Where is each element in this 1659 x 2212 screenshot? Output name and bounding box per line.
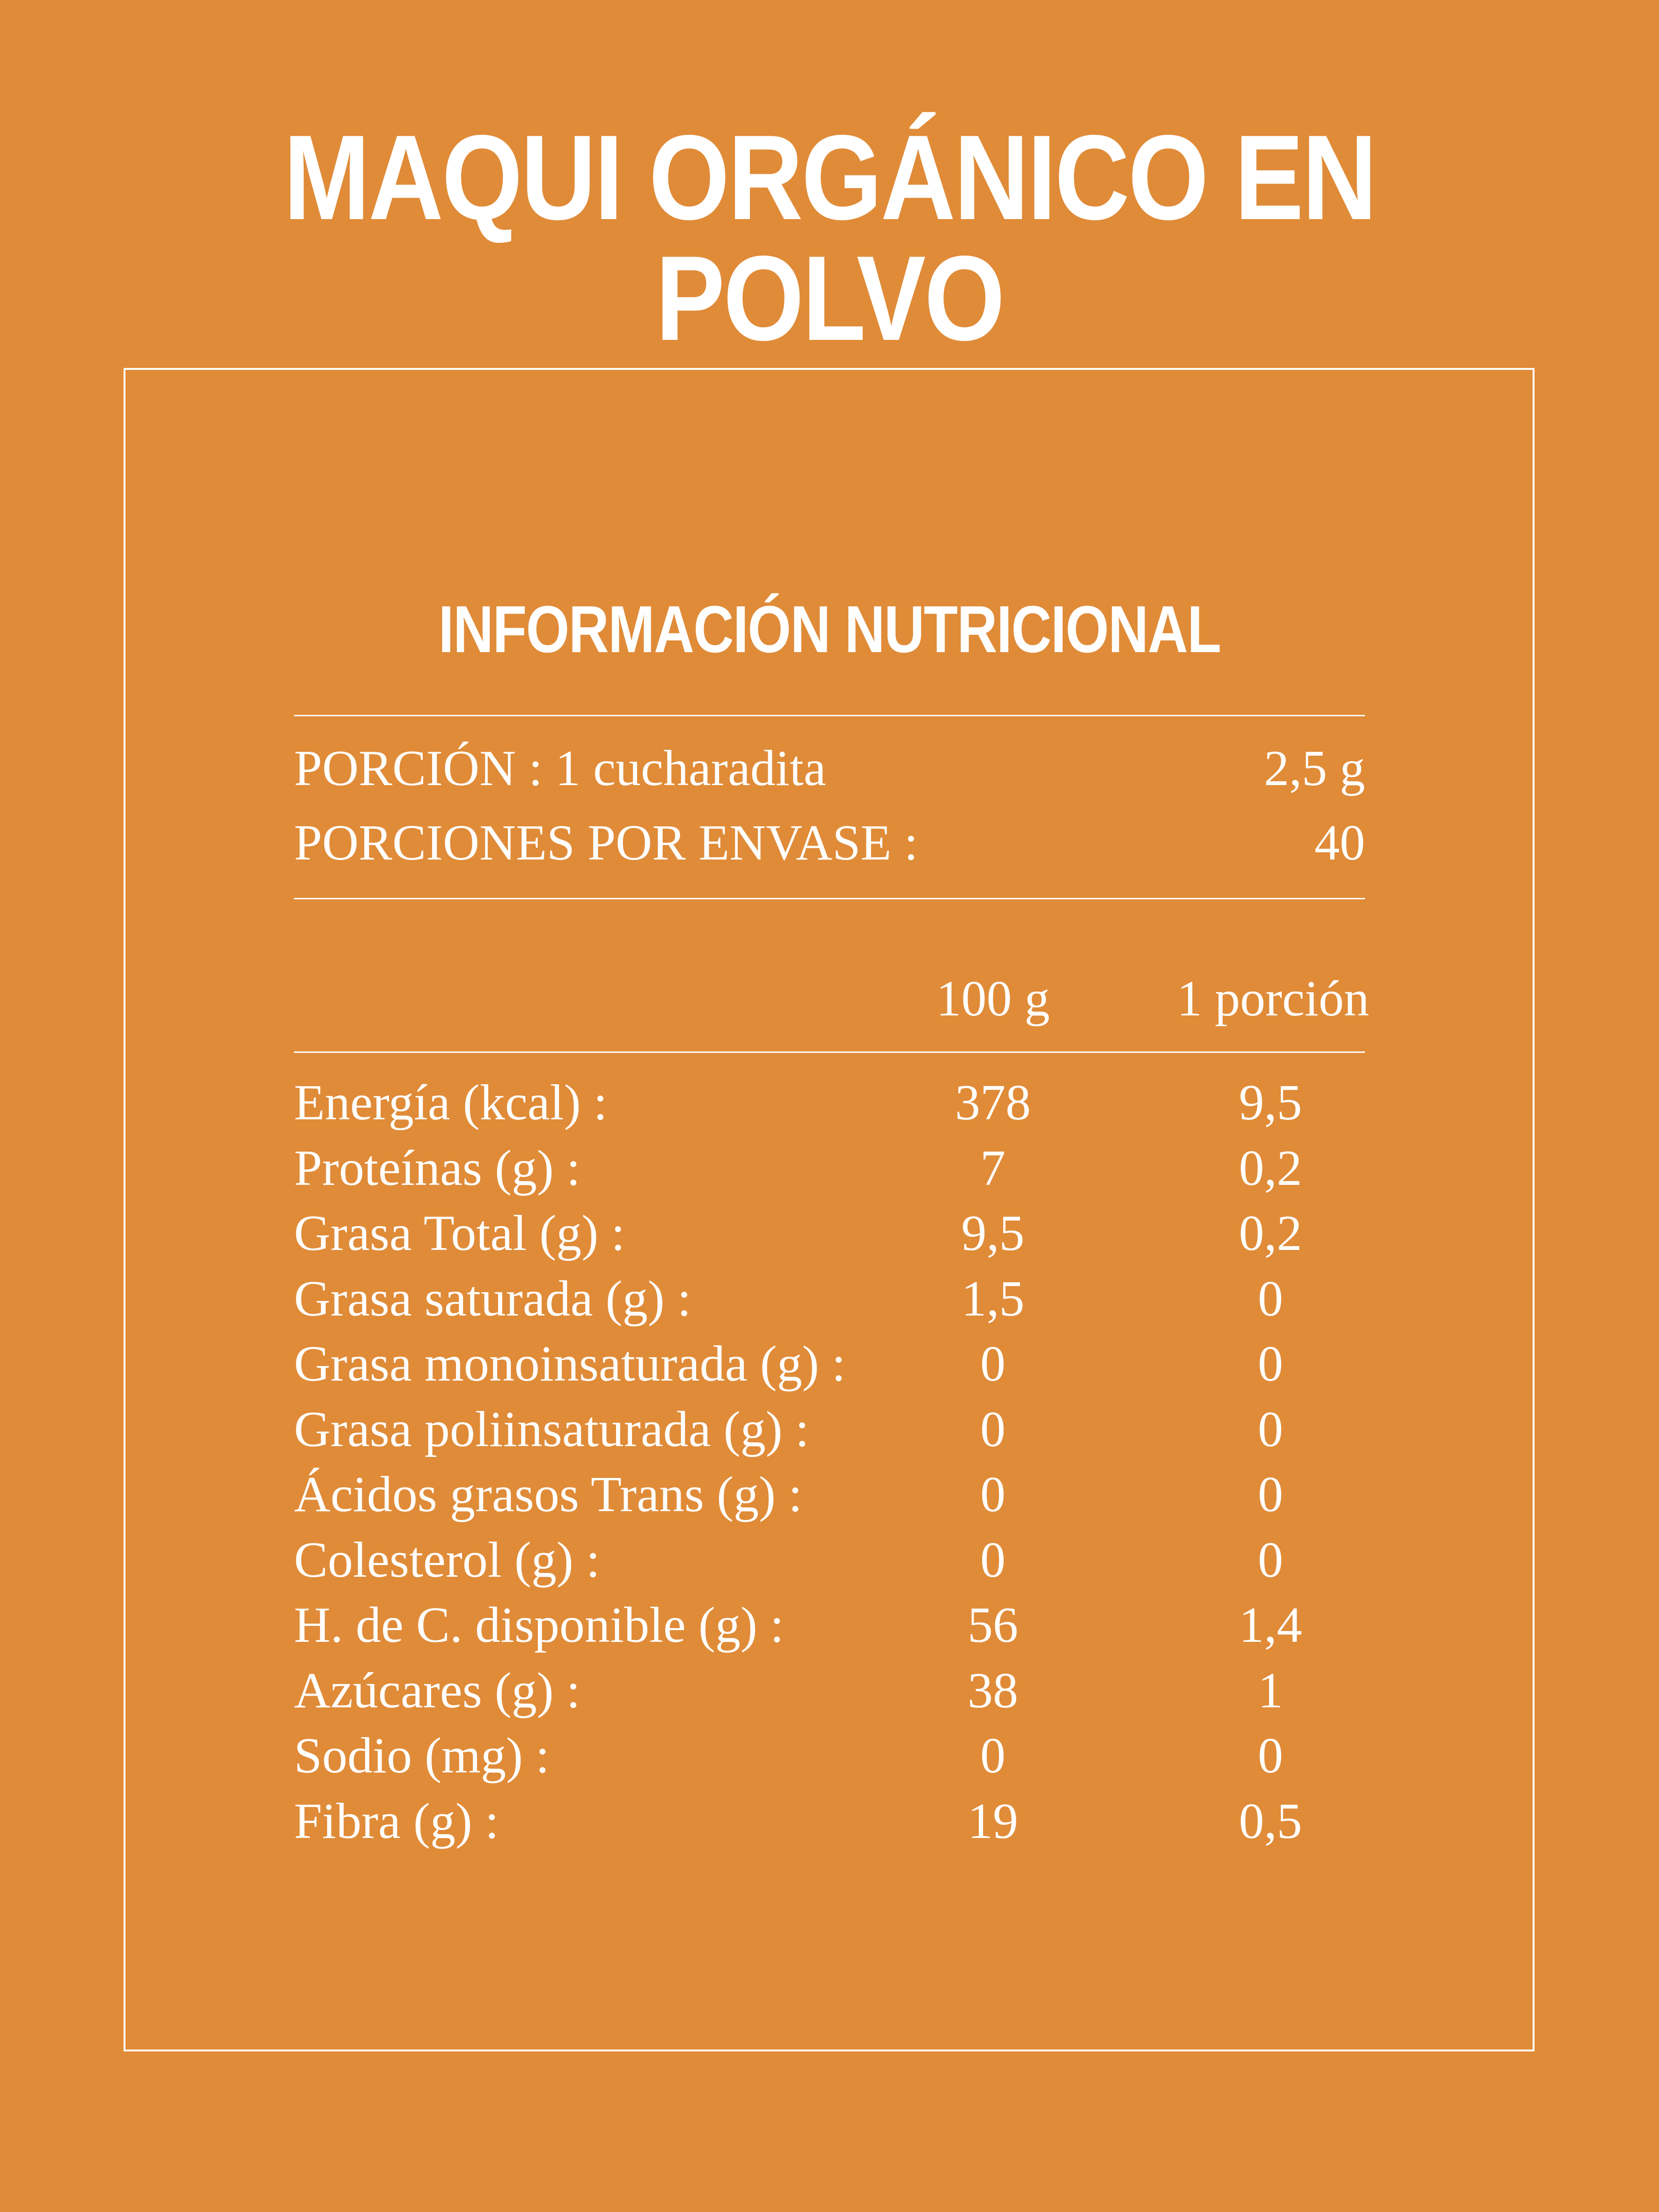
nutrient-value-100g: 0 xyxy=(980,1728,1006,1784)
nutrient-value-portion: 1 xyxy=(1258,1662,1283,1719)
table-row: Grasa Total (g) : 9,5 0,2 xyxy=(0,1208,1659,1264)
nutrient-label: Fibra (g) : xyxy=(294,1793,499,1849)
nutrient-label: Azúcares (g) : xyxy=(294,1662,580,1719)
nutrient-label: Energía (kcal) : xyxy=(294,1075,608,1131)
nutrition-panel-border xyxy=(124,368,1534,2051)
nutrient-value-100g: 0 xyxy=(980,1467,1006,1522)
serving-size-value: 2,5 g xyxy=(1264,741,1365,796)
table-row: Grasa monoinsaturada (g) : 0 0 xyxy=(0,1339,1659,1395)
table-row: Fibra (g) : 19 0,5 xyxy=(0,1796,1659,1852)
nutrient-value-portion: 0 xyxy=(1258,1336,1283,1392)
nutrition-heading: INFORMACIÓN NUTRICIONAL xyxy=(438,592,1222,667)
nutrient-value-portion: 0 xyxy=(1258,1401,1283,1457)
nutrient-label: Grasa poliinsaturada (g) : xyxy=(294,1401,809,1457)
nutrient-label: Grasa monoinsaturada (g) : xyxy=(294,1336,846,1392)
nutrient-value-portion: 0 xyxy=(1258,1532,1283,1588)
nutrient-value-portion: 0,2 xyxy=(1239,1140,1302,1196)
product-title: MAQUI ORGÁNICO EN POLVO xyxy=(283,110,1377,366)
table-row: H. de C. disponible (g) : 56 1,4 xyxy=(0,1600,1659,1656)
nutrient-value-100g: 9,5 xyxy=(961,1205,1025,1261)
divider-columns xyxy=(294,1051,1365,1053)
servings-per-container-label: PORCIONES POR ENVASE : xyxy=(294,815,918,871)
table-row: Azúcares (g) : 38 1 xyxy=(0,1662,1659,1722)
table-row: Colesterol (g) : 0 0 xyxy=(0,1535,1659,1591)
table-row: Energía (kcal) : 378 9,5 xyxy=(0,1078,1659,1134)
divider-top xyxy=(294,715,1365,716)
nutrient-value-100g: 7 xyxy=(980,1140,1006,1196)
nutrient-label: Sodio (mg) : xyxy=(294,1728,550,1784)
nutrient-value-100g: 1,5 xyxy=(961,1271,1025,1327)
nutrient-value-portion: 0 xyxy=(1258,1467,1283,1522)
nutrient-value-portion: 9,5 xyxy=(1239,1075,1302,1131)
nutrient-value-portion: 0,2 xyxy=(1239,1205,1302,1261)
nutrient-value-portion: 0 xyxy=(1258,1271,1283,1327)
serving-size-label: PORCIÓN : 1 cucharadita xyxy=(294,741,826,796)
nutrient-value-100g: 378 xyxy=(955,1075,1031,1131)
nutrient-value-portion: 0 xyxy=(1258,1728,1283,1784)
table-row: Grasa saturada (g) : 1,5 0 xyxy=(0,1271,1659,1330)
column-header-100g: 100 g xyxy=(936,971,1050,1027)
nutrient-label: Ácidos grasos Trans (g) : xyxy=(294,1467,803,1522)
nutrient-label: Grasa Total (g) : xyxy=(294,1205,625,1261)
nutrient-value-100g: 0 xyxy=(980,1336,1006,1392)
nutrient-value-100g: 38 xyxy=(968,1662,1018,1719)
servings-per-container-value: 40 xyxy=(1314,815,1365,871)
nutrient-label: Colesterol (g) : xyxy=(294,1532,600,1588)
nutrient-value-100g: 19 xyxy=(968,1793,1018,1849)
table-row: Ácidos grasos Trans (g) : 0 0 xyxy=(0,1470,1659,1526)
divider-middle xyxy=(294,898,1365,899)
nutrient-label: H. de C. disponible (g) : xyxy=(294,1597,784,1653)
column-header-portion: 1 porción xyxy=(1177,971,1369,1027)
table-row: Proteínas (g) : 7 0,2 xyxy=(0,1143,1659,1199)
table-row: Sodio (mg) : 0 0 xyxy=(0,1731,1659,1787)
nutrient-value-100g: 0 xyxy=(980,1532,1006,1588)
nutrient-label: Grasa saturada (g) : xyxy=(294,1271,691,1327)
nutrient-value-portion: 0,5 xyxy=(1239,1793,1302,1849)
table-row: Grasa poliinsaturada (g) : 0 0 xyxy=(0,1404,1659,1461)
nutrient-value-100g: 56 xyxy=(968,1597,1018,1653)
nutrient-value-portion: 1,4 xyxy=(1239,1597,1302,1653)
nutrient-label: Proteínas (g) : xyxy=(294,1140,580,1196)
nutrient-value-100g: 0 xyxy=(980,1401,1006,1457)
